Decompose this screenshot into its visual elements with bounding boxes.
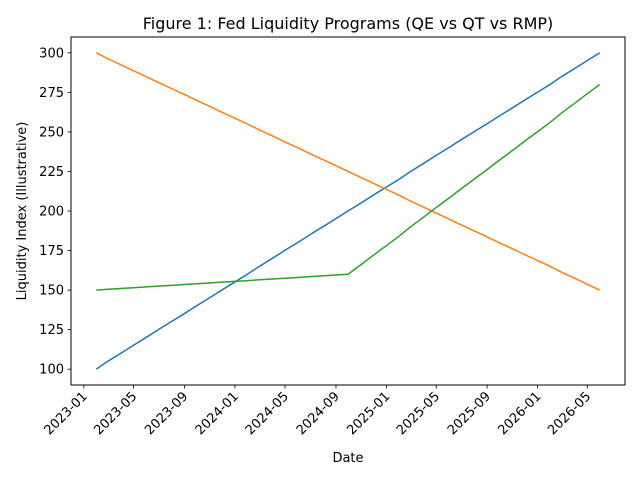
y-axis-label: Liquidity Index (Illustrative) [15, 122, 30, 301]
x-tick-label: 2025-01 [344, 389, 393, 438]
x-axis-label: Date [332, 451, 363, 466]
y-axis: 100 125 150 175 200 225 250 275 300 [39, 46, 71, 378]
y-tick-label: 100 [39, 363, 64, 378]
y-tick-label: 175 [39, 244, 64, 259]
x-tick-label: 2026-01 [495, 389, 544, 438]
plot-area [95, 52, 601, 370]
y-tick-label: 275 [39, 86, 64, 101]
x-tick-label: 2023-09 [142, 389, 191, 438]
x-tick-label: 2025-05 [394, 389, 443, 438]
series-line-rmp [96, 83, 601, 291]
x-tick-label: 2024-05 [243, 389, 292, 438]
y-tick-label: 200 [39, 205, 64, 220]
y-tick-label: 125 [39, 323, 64, 338]
x-tick-label: 2024-09 [294, 389, 343, 438]
x-tick-label: 2023-01 [42, 389, 91, 438]
x-axis: 2023-01 2023-05 2023-09 2024-01 2024-05 2024-… [42, 385, 594, 438]
x-tick-label: 2024-01 [193, 389, 242, 438]
y-tick-label: 250 [39, 125, 64, 140]
x-tick-label: 2023-05 [91, 389, 140, 438]
y-tick-label: 300 [39, 46, 64, 61]
series-line-qt [95, 52, 601, 291]
y-tick-label: 150 [39, 284, 64, 299]
x-tick-label: 2025-09 [445, 389, 494, 438]
x-tick-label: 2026-05 [545, 389, 594, 438]
y-tick-label: 225 [39, 165, 64, 180]
chart-title: Figure 1: Fed Liquidity Programs (QE vs … [143, 14, 554, 33]
series-line-qe [95, 52, 601, 370]
